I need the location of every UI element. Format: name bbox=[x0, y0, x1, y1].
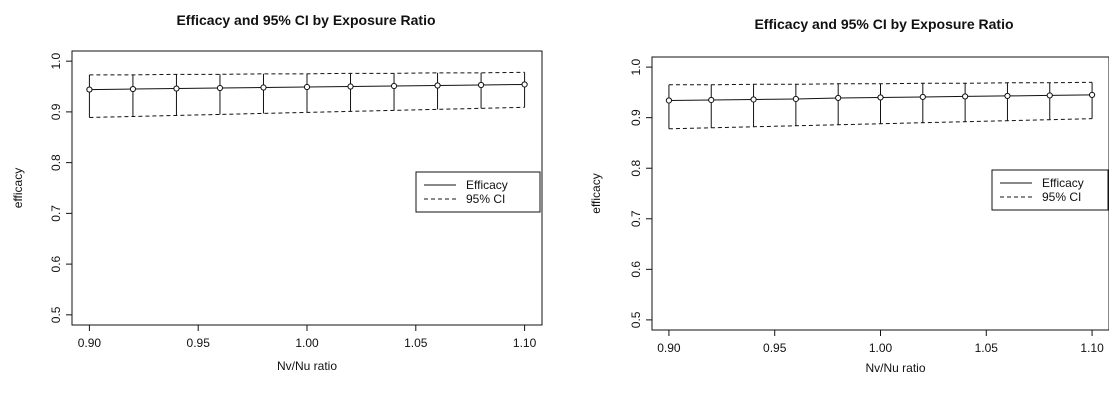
efficacy-point bbox=[216, 84, 224, 92]
efficacy-point bbox=[1004, 92, 1011, 100]
y-tick-label: 1.0 bbox=[49, 52, 63, 69]
efficacy-point bbox=[835, 94, 842, 102]
efficacy-point bbox=[477, 81, 485, 89]
x-axis-title: Nv/Nu ratio bbox=[865, 361, 925, 375]
legend-label-2: 95% CI bbox=[1042, 190, 1081, 204]
y-tick-label: 0.8 bbox=[49, 154, 63, 171]
efficacy-point bbox=[750, 96, 757, 103]
efficacy-point bbox=[877, 94, 884, 101]
y-tick-label: 0.8 bbox=[629, 160, 643, 177]
ci-line-lower bbox=[668, 118, 1093, 130]
legend-label-1: Efficacy bbox=[466, 178, 508, 192]
efficacy-point bbox=[173, 85, 180, 92]
efficacy-point bbox=[303, 83, 311, 91]
efficacy-point bbox=[521, 81, 528, 88]
efficacy-point bbox=[919, 93, 926, 101]
x-tick-label: 0.95 bbox=[763, 341, 787, 355]
legend-label-2: 95% CI bbox=[466, 192, 505, 206]
efficacy-point bbox=[347, 83, 354, 90]
efficacy-point bbox=[708, 96, 715, 104]
y-tick-label: 0.9 bbox=[629, 109, 643, 126]
y-tick-label: 0.6 bbox=[629, 261, 643, 278]
efficacy-point bbox=[962, 93, 969, 100]
legend-label-1: Efficacy bbox=[1042, 176, 1084, 190]
y-tick-label: 0.5 bbox=[49, 306, 63, 323]
efficacy-point bbox=[434, 82, 441, 89]
chart-panel-2: Efficacy and 95% CI by Exposure Ratio 0.9… bbox=[589, 16, 1109, 375]
efficacy-point bbox=[1046, 92, 1053, 99]
y-axis-title: efficacy bbox=[589, 173, 603, 213]
efficacy-point bbox=[86, 86, 93, 93]
y-tick-label: 0.7 bbox=[49, 205, 63, 222]
ci-line-upper bbox=[89, 71, 525, 76]
y-tick-label: 0.6 bbox=[49, 255, 63, 272]
x-tick-label: 0.90 bbox=[657, 341, 681, 355]
y-tick-label: 0.7 bbox=[629, 210, 643, 227]
efficacy-point bbox=[260, 84, 267, 91]
y-tick-label: 0.9 bbox=[49, 103, 63, 120]
efficacy-point bbox=[390, 82, 398, 90]
y-tick-label: 0.5 bbox=[629, 311, 643, 328]
efficacy-point bbox=[129, 85, 137, 93]
chart-panel-1: Efficacy and 95% CI by Exposure Ratio 0.9… bbox=[11, 12, 543, 373]
x-axis-title: Nv/Nu ratio bbox=[277, 359, 337, 373]
x-tick-label: 1.10 bbox=[1080, 341, 1104, 355]
y-tick-label: 1.0 bbox=[629, 58, 643, 75]
y-axis-title: efficacy bbox=[11, 168, 25, 208]
x-tick-label: 1.05 bbox=[404, 336, 428, 350]
x-tick-label: 1.05 bbox=[975, 341, 999, 355]
ci-line-lower bbox=[89, 106, 525, 118]
efficacy-point bbox=[792, 95, 799, 103]
legend-box bbox=[991, 169, 1109, 211]
x-tick-label: 0.90 bbox=[78, 336, 102, 350]
chart-title: Efficacy and 95% CI by Exposure Ratio bbox=[176, 12, 435, 28]
ci-line-upper bbox=[668, 81, 1093, 86]
efficacy-point bbox=[665, 97, 673, 104]
x-tick-label: 1.00 bbox=[869, 341, 893, 355]
chart-title: Efficacy and 95% CI by Exposure Ratio bbox=[754, 16, 1013, 32]
x-tick-label: 1.10 bbox=[513, 336, 537, 350]
x-tick-label: 1.00 bbox=[295, 336, 319, 350]
legend-box bbox=[415, 171, 541, 213]
efficacy-point bbox=[1088, 91, 1096, 99]
x-tick-label: 0.95 bbox=[187, 336, 211, 350]
